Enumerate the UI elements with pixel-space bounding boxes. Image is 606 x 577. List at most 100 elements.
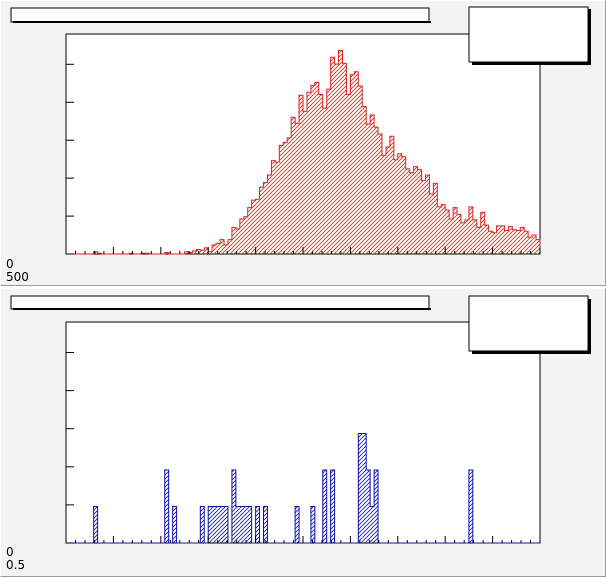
top-bar (397, 153, 402, 254)
top-bar (200, 250, 205, 254)
top-bar (532, 235, 537, 254)
top-bar (212, 244, 217, 254)
top-bar (393, 159, 398, 254)
top-histogram-outline (66, 49, 541, 255)
top-axis-label-500: 500 (6, 270, 29, 284)
top-bar (192, 250, 197, 254)
top-bar (449, 219, 454, 254)
top-bar (279, 145, 284, 254)
top-bar (516, 230, 521, 254)
bottom-histogram-outline (66, 433, 540, 544)
top-bar (528, 237, 533, 254)
top-bar (433, 183, 438, 254)
top-axis-label-0: 0 (6, 257, 14, 271)
top-bar (354, 71, 359, 254)
top-bar (370, 115, 375, 254)
top-bar (468, 206, 473, 254)
top-bar (366, 124, 371, 254)
top-bar (271, 160, 276, 254)
top-bar (512, 229, 517, 254)
bottom-bar (295, 506, 300, 543)
top-bar (500, 225, 505, 254)
top-bar (295, 123, 300, 254)
top-bar (164, 252, 169, 254)
top-bar (409, 172, 414, 254)
bottom-bar (255, 506, 260, 543)
top-bar (425, 175, 430, 254)
top-bar (441, 204, 446, 254)
top-histogram-bars (93, 50, 540, 255)
top-bar (93, 251, 98, 254)
top-bar (464, 219, 469, 254)
top-bar (378, 133, 382, 254)
top-bar (231, 227, 236, 254)
top-bar (306, 92, 311, 255)
bottom-bar (216, 506, 221, 543)
bottom-histogram-panel: 0 0.5 (6, 295, 591, 572)
bottom-bar (310, 506, 315, 543)
top-bar (275, 162, 280, 254)
bottom-bar (212, 506, 217, 543)
top-bar (437, 206, 442, 254)
bottom-bar (370, 506, 375, 543)
bottom-title-box (10, 295, 430, 310)
top-bar (389, 136, 394, 254)
top-bar (326, 89, 331, 254)
top-title-shadow (13, 21, 431, 23)
top-bar (488, 231, 493, 254)
top-bar (204, 247, 209, 254)
bottom-bar (239, 506, 244, 543)
top-bar (287, 137, 292, 254)
top-bar (188, 252, 193, 254)
top-bar (421, 180, 426, 254)
top-bar (220, 239, 224, 254)
bottom-axis-label-0: 0 (6, 545, 14, 559)
top-bar (358, 86, 363, 254)
top-bar (480, 212, 485, 254)
bottom-bar (208, 506, 213, 543)
top-bar (453, 207, 458, 254)
top-bar (401, 156, 406, 254)
bottom-bar (172, 506, 177, 543)
bottom-bar (224, 506, 228, 543)
bottom-bar (243, 506, 248, 543)
bottom-bar (322, 470, 327, 543)
bottom-bar (247, 506, 252, 543)
top-bar (374, 127, 379, 254)
bottom-axis-ticks (65, 352, 541, 544)
top-bar (417, 169, 422, 254)
top-bar (216, 243, 221, 254)
top-bar (429, 193, 434, 254)
top-bar (457, 214, 461, 254)
top-bar (508, 226, 513, 254)
top-bar (318, 94, 323, 255)
bottom-bar (93, 506, 98, 543)
top-stats-box (468, 6, 589, 63)
top-bar (445, 209, 450, 254)
top-bar (310, 85, 315, 255)
top-bar (208, 251, 213, 254)
top-bar (243, 216, 248, 254)
bottom-stats-box (468, 295, 589, 352)
top-bar (472, 219, 477, 254)
top-bar (314, 82, 319, 254)
bottom-bar (231, 470, 236, 543)
top-bar (405, 168, 410, 254)
top-bar (338, 50, 343, 255)
top-bar (536, 239, 540, 254)
top-bar (239, 219, 244, 254)
top-bar (524, 231, 529, 254)
bottom-bar (200, 506, 205, 543)
top-bar (235, 228, 240, 254)
top-bar (255, 199, 260, 254)
top-bar (484, 225, 489, 254)
top-bar (267, 175, 272, 254)
top-bar (382, 155, 386, 254)
bottom-bar (330, 470, 335, 543)
bottom-axis-label-0-5: 0.5 (6, 558, 25, 572)
top-bar (476, 227, 481, 254)
bottom-title-shadow (13, 308, 431, 310)
top-bar (362, 106, 367, 254)
bottom-bar (366, 470, 371, 543)
top-bar (334, 64, 339, 254)
